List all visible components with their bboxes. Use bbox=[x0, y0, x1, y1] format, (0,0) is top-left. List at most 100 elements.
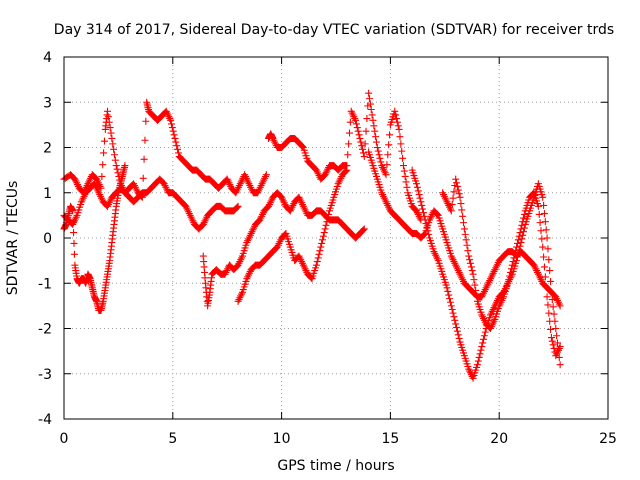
data-point bbox=[319, 232, 327, 240]
data-point bbox=[100, 149, 108, 157]
data-point bbox=[458, 206, 466, 214]
data-point bbox=[452, 175, 460, 183]
data-point bbox=[98, 172, 106, 180]
data-point bbox=[519, 218, 527, 226]
data-point bbox=[460, 219, 468, 227]
data-point bbox=[421, 216, 429, 224]
data-point bbox=[121, 162, 129, 170]
data-point bbox=[516, 229, 524, 237]
data-point bbox=[401, 172, 409, 180]
data-point bbox=[110, 145, 118, 153]
data-point bbox=[402, 178, 410, 186]
data-point bbox=[140, 155, 148, 163]
data-point bbox=[453, 327, 461, 335]
data-point bbox=[464, 247, 472, 255]
data-point bbox=[322, 221, 330, 229]
data-point bbox=[547, 277, 555, 285]
y-tick-label: 1 bbox=[43, 186, 52, 202]
data-point bbox=[110, 151, 118, 159]
data-point bbox=[317, 243, 325, 251]
data-point bbox=[112, 162, 120, 170]
data-point bbox=[321, 225, 329, 233]
data-point bbox=[359, 145, 367, 153]
data-point bbox=[70, 229, 78, 237]
data-marks bbox=[60, 89, 564, 382]
data-point bbox=[345, 129, 353, 137]
data-point bbox=[366, 100, 374, 108]
data-point bbox=[352, 116, 360, 124]
data-point bbox=[535, 210, 543, 218]
data-point bbox=[510, 254, 518, 262]
data-point bbox=[511, 250, 519, 258]
data-point bbox=[425, 230, 433, 238]
data-point bbox=[544, 301, 552, 309]
series-track-4 bbox=[199, 189, 368, 310]
data-point bbox=[373, 144, 381, 151]
data-point bbox=[455, 190, 463, 198]
data-point bbox=[403, 183, 411, 191]
y-tick-label: 3 bbox=[43, 95, 52, 111]
x-tick-label: 10 bbox=[273, 431, 291, 447]
x-tick-label: 5 bbox=[168, 431, 177, 447]
data-point bbox=[550, 310, 558, 318]
data-point bbox=[556, 302, 564, 310]
data-point bbox=[513, 239, 521, 247]
data-point bbox=[392, 115, 400, 123]
data-point bbox=[514, 236, 522, 244]
data-point bbox=[386, 131, 394, 139]
data-point bbox=[315, 250, 323, 258]
data-point bbox=[106, 124, 114, 132]
data-point bbox=[316, 247, 324, 255]
data-point bbox=[422, 220, 430, 228]
data-point bbox=[320, 229, 328, 237]
data-point bbox=[107, 129, 115, 137]
data-point bbox=[457, 200, 465, 208]
y-tick-label: 2 bbox=[43, 141, 52, 157]
data-point bbox=[453, 179, 461, 187]
data-point bbox=[448, 305, 456, 313]
data-point bbox=[377, 158, 385, 166]
data-point bbox=[369, 116, 377, 124]
data-point bbox=[420, 212, 428, 220]
series-track-5 bbox=[234, 166, 351, 305]
series-track-6 bbox=[265, 89, 425, 224]
data-point bbox=[548, 296, 556, 304]
data-point bbox=[375, 151, 383, 159]
data-point bbox=[547, 288, 555, 296]
data-point bbox=[298, 143, 306, 151]
data-point bbox=[460, 225, 468, 233]
data-point bbox=[363, 115, 371, 123]
y-tick-label: -2 bbox=[38, 322, 52, 338]
data-point bbox=[415, 191, 423, 199]
data-point bbox=[69, 218, 77, 226]
data-point bbox=[548, 337, 556, 345]
data-point bbox=[385, 141, 393, 149]
data-point bbox=[443, 284, 451, 292]
data-point bbox=[319, 236, 327, 244]
data-point bbox=[397, 140, 405, 148]
data-point bbox=[344, 151, 352, 159]
data-point bbox=[449, 309, 457, 317]
x-tick-label: 15 bbox=[381, 431, 399, 447]
y-tick-label: 0 bbox=[43, 231, 52, 247]
data-point bbox=[556, 343, 564, 351]
data-point bbox=[446, 298, 454, 306]
data-point bbox=[392, 111, 400, 119]
data-point bbox=[366, 95, 374, 103]
data-point bbox=[539, 243, 547, 251]
data-point bbox=[444, 287, 452, 295]
data-point bbox=[452, 320, 460, 328]
data-point bbox=[141, 136, 149, 144]
data-point bbox=[474, 357, 482, 365]
data-point bbox=[459, 212, 467, 220]
data-point bbox=[394, 122, 402, 130]
data-point bbox=[433, 210, 441, 218]
x-tick-label: 0 bbox=[60, 431, 69, 447]
data-point bbox=[461, 230, 469, 238]
data-point bbox=[314, 254, 322, 262]
data-point bbox=[414, 187, 422, 195]
data-point bbox=[537, 227, 545, 235]
data-point bbox=[512, 247, 520, 255]
data-point bbox=[108, 134, 116, 142]
data-point bbox=[480, 332, 488, 340]
